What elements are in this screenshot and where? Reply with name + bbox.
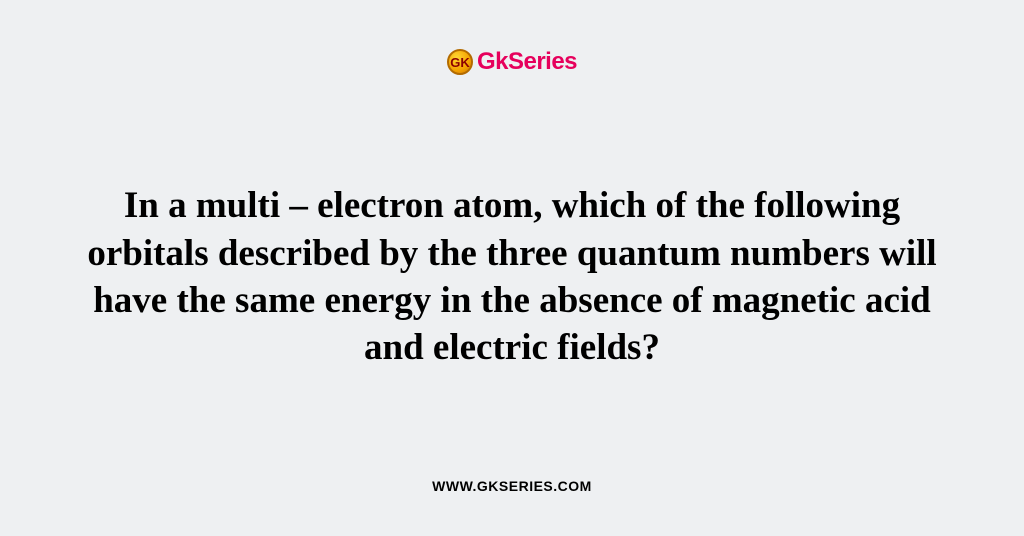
logo-badge-icon: GK: [447, 49, 473, 75]
logo-brand-text: GkSeries: [477, 48, 577, 76]
question-text: In a multi – electron atom, which of the…: [60, 182, 964, 371]
logo: GK GkSeries: [447, 48, 577, 76]
footer-url: WWW.GKSERIES.COM: [432, 478, 592, 494]
logo-badge-text: GK: [450, 55, 470, 70]
